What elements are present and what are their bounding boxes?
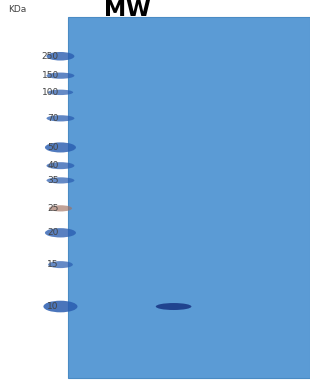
Text: 250: 250 [42, 52, 59, 61]
Text: 20: 20 [47, 228, 59, 237]
FancyBboxPatch shape [68, 17, 310, 378]
Text: KDa: KDa [8, 5, 26, 14]
Ellipse shape [48, 261, 73, 268]
Ellipse shape [46, 73, 74, 79]
Ellipse shape [46, 115, 74, 121]
Text: 40: 40 [47, 161, 59, 170]
Text: 25: 25 [47, 204, 59, 213]
Ellipse shape [46, 52, 74, 61]
Ellipse shape [156, 303, 192, 310]
Text: 15: 15 [47, 260, 59, 269]
Ellipse shape [49, 205, 72, 211]
Text: MW: MW [104, 0, 150, 20]
Ellipse shape [46, 177, 74, 184]
Text: 100: 100 [42, 88, 59, 97]
Ellipse shape [48, 90, 73, 95]
Ellipse shape [45, 142, 76, 152]
Text: 10: 10 [47, 302, 59, 311]
Ellipse shape [45, 228, 76, 237]
Text: 70: 70 [47, 114, 59, 123]
Text: 150: 150 [42, 71, 59, 80]
Text: 35: 35 [47, 176, 59, 185]
Ellipse shape [43, 301, 78, 312]
Ellipse shape [46, 162, 74, 169]
Text: 50: 50 [47, 143, 59, 152]
